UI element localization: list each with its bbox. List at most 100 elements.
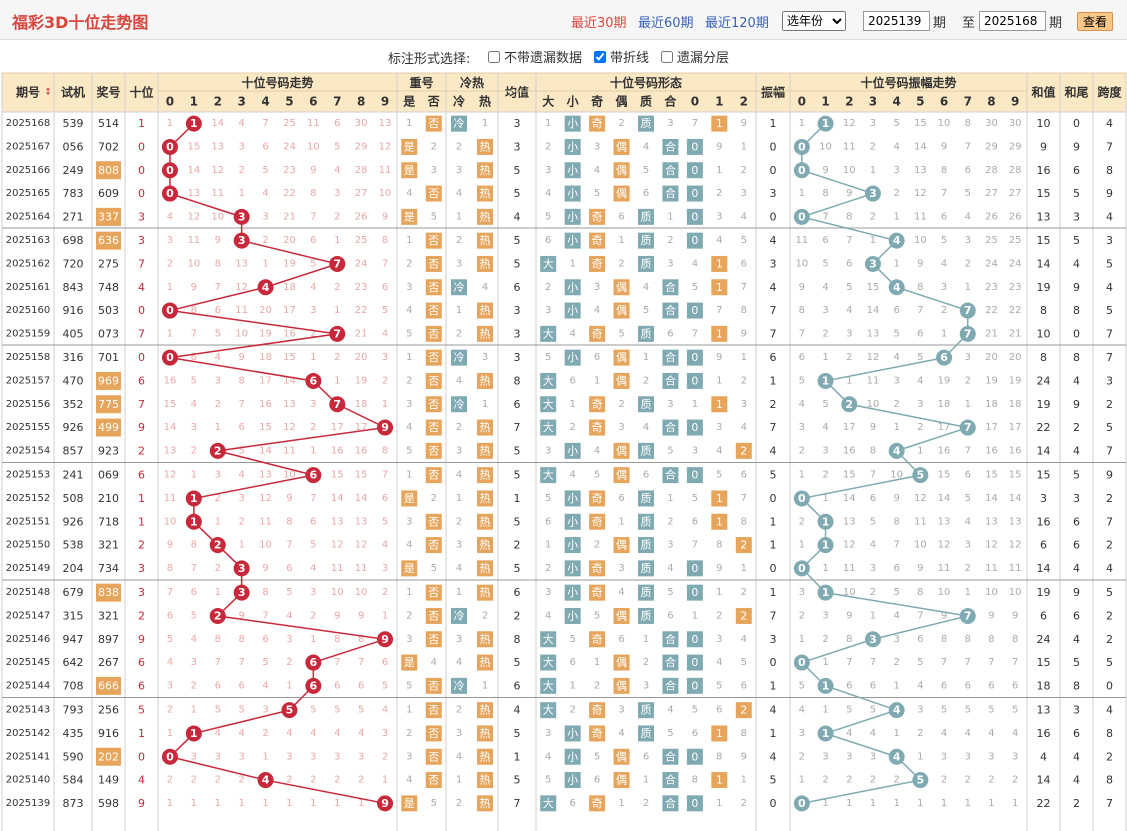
form-value: 合 xyxy=(665,468,676,482)
form-value: 0 xyxy=(691,797,698,810)
option-polyline[interactable]: 带折线 xyxy=(594,47,649,66)
form-mark xyxy=(540,325,557,342)
miss-cell: 8 xyxy=(692,775,698,786)
miss-cell: 2 xyxy=(406,610,412,621)
amp-miss-cell: 2 xyxy=(965,563,971,574)
amp-ball xyxy=(841,396,858,413)
option-no-missing[interactable]: 不带遗漏数据 xyxy=(488,47,582,66)
option-layering-checkbox[interactable] xyxy=(661,50,673,63)
ten-digit-ball xyxy=(233,560,250,577)
miss-cell: 4 xyxy=(238,118,244,129)
amp-miss-cell: 3 xyxy=(917,399,923,410)
draw-number-cell: 514 xyxy=(98,117,119,130)
amp-miss-cell: 1 xyxy=(988,798,994,809)
range-120-link[interactable]: 最近120期 xyxy=(705,16,769,31)
year-select[interactable]: 选年份 xyxy=(782,11,846,31)
miss-cell: 1 xyxy=(643,634,649,645)
amp-miss-cell: 3 xyxy=(965,235,971,246)
miss-cell: 3 xyxy=(545,587,551,598)
form-value: 合 xyxy=(665,186,676,200)
repeat-mark xyxy=(425,607,442,624)
header-form: 2 xyxy=(740,95,748,109)
span-cell: 5 xyxy=(1106,586,1113,599)
amp-miss-cell: 3 xyxy=(988,751,994,762)
sum-cell: 19 xyxy=(1037,398,1051,411)
miss-cell: 12 xyxy=(331,540,344,551)
miss-cell: 16 xyxy=(355,445,368,456)
form-mark xyxy=(613,279,630,296)
amp-miss-cell: 6 xyxy=(799,352,805,363)
span-cell: 9 xyxy=(1106,469,1113,482)
amp-miss-cell: 16 xyxy=(843,445,856,456)
header-group-rep: 重号 xyxy=(409,75,433,90)
sort-arrow-icon[interactable]: ↕ xyxy=(44,88,52,98)
miss-cell: 8 xyxy=(334,634,340,645)
query-button[interactable]: 查看 xyxy=(1077,12,1114,31)
miss-cell: 2 xyxy=(215,775,221,786)
amp-miss-cell: 2 xyxy=(917,422,923,433)
form-value: 1 xyxy=(716,327,723,340)
ten-digit-ball xyxy=(233,232,250,249)
amp-ball-label: 0 xyxy=(798,656,806,669)
range-60-link[interactable]: 最近60期 xyxy=(638,16,694,31)
tail-cell: 8 xyxy=(1073,304,1080,317)
form-value: 质 xyxy=(641,444,652,457)
miss-cell: 5 xyxy=(406,680,412,691)
repeat-value: 否 xyxy=(428,469,439,482)
amp-miss-cell: 18 xyxy=(1009,399,1022,410)
amp-ball-label: 1 xyxy=(822,727,830,740)
avg-cell: 5 xyxy=(514,234,521,247)
amp-ball-label: 0 xyxy=(798,492,806,505)
avg-cell: 5 xyxy=(514,469,521,482)
miss-cell: 4 xyxy=(545,751,551,762)
repeat-value: 否 xyxy=(428,750,439,763)
hotcold-mark xyxy=(477,725,493,742)
option-no-missing-checkbox[interactable] xyxy=(488,50,500,63)
miss-cell: 9 xyxy=(741,751,747,762)
span-cell: 2 xyxy=(1106,539,1113,552)
form-value: 奇 xyxy=(592,797,603,810)
miss-cell: 2 xyxy=(456,705,462,716)
amp-ball xyxy=(864,631,881,648)
amp-miss-cell: 4 xyxy=(917,375,923,386)
span-cell: 3 xyxy=(1106,374,1113,387)
issue-label-2: 期 xyxy=(1049,16,1063,31)
miss-cell: 13 xyxy=(235,258,248,269)
header-tail: 和尾 xyxy=(1063,85,1088,100)
form-mark xyxy=(711,115,728,132)
form-value: 0 xyxy=(691,562,698,575)
repeat-value: 是 xyxy=(404,797,415,810)
draw-number-cell: 202 xyxy=(98,750,119,763)
avg-cell: 6 xyxy=(514,281,521,294)
option-layering[interactable]: 遗漏分层 xyxy=(661,47,729,66)
miss-cell: 8 xyxy=(716,751,722,762)
header-form: 小 xyxy=(567,94,579,109)
ten-digit-cell: 5 xyxy=(138,704,145,717)
issue-cell: 2025164 xyxy=(6,211,51,222)
amp-ball-label: 1 xyxy=(822,374,830,387)
form-mark xyxy=(564,537,581,554)
span-cell: 8 xyxy=(1106,164,1113,177)
form-value: 小 xyxy=(567,609,578,622)
amp-miss-cell: 9 xyxy=(846,610,852,621)
repeat-mark xyxy=(425,537,442,554)
miss-cell: 6 xyxy=(215,680,221,691)
miss-cell: 2 xyxy=(167,775,173,786)
form-value: 大 xyxy=(543,397,554,411)
miss-cell: 9 xyxy=(238,352,244,363)
amp-miss-cell: 17 xyxy=(843,422,856,433)
miss-cell: 6 xyxy=(741,680,747,691)
miss-cell: 1 xyxy=(286,680,292,691)
form-value: 小 xyxy=(567,304,578,317)
start-issue-input[interactable] xyxy=(863,11,930,31)
pair-highlight xyxy=(96,161,121,180)
repeat-value: 否 xyxy=(428,444,439,457)
miss-cell: 7 xyxy=(358,657,364,668)
ten-digit-cell: 2 xyxy=(138,539,145,552)
option-polyline-checkbox[interactable] xyxy=(594,50,606,63)
range-30-link[interactable]: 最近30期 xyxy=(571,16,627,31)
amp-miss-cell: 1 xyxy=(1012,798,1018,809)
form-value: 合 xyxy=(665,773,676,787)
end-issue-input[interactable] xyxy=(979,11,1046,31)
repeat-value: 否 xyxy=(428,774,439,787)
